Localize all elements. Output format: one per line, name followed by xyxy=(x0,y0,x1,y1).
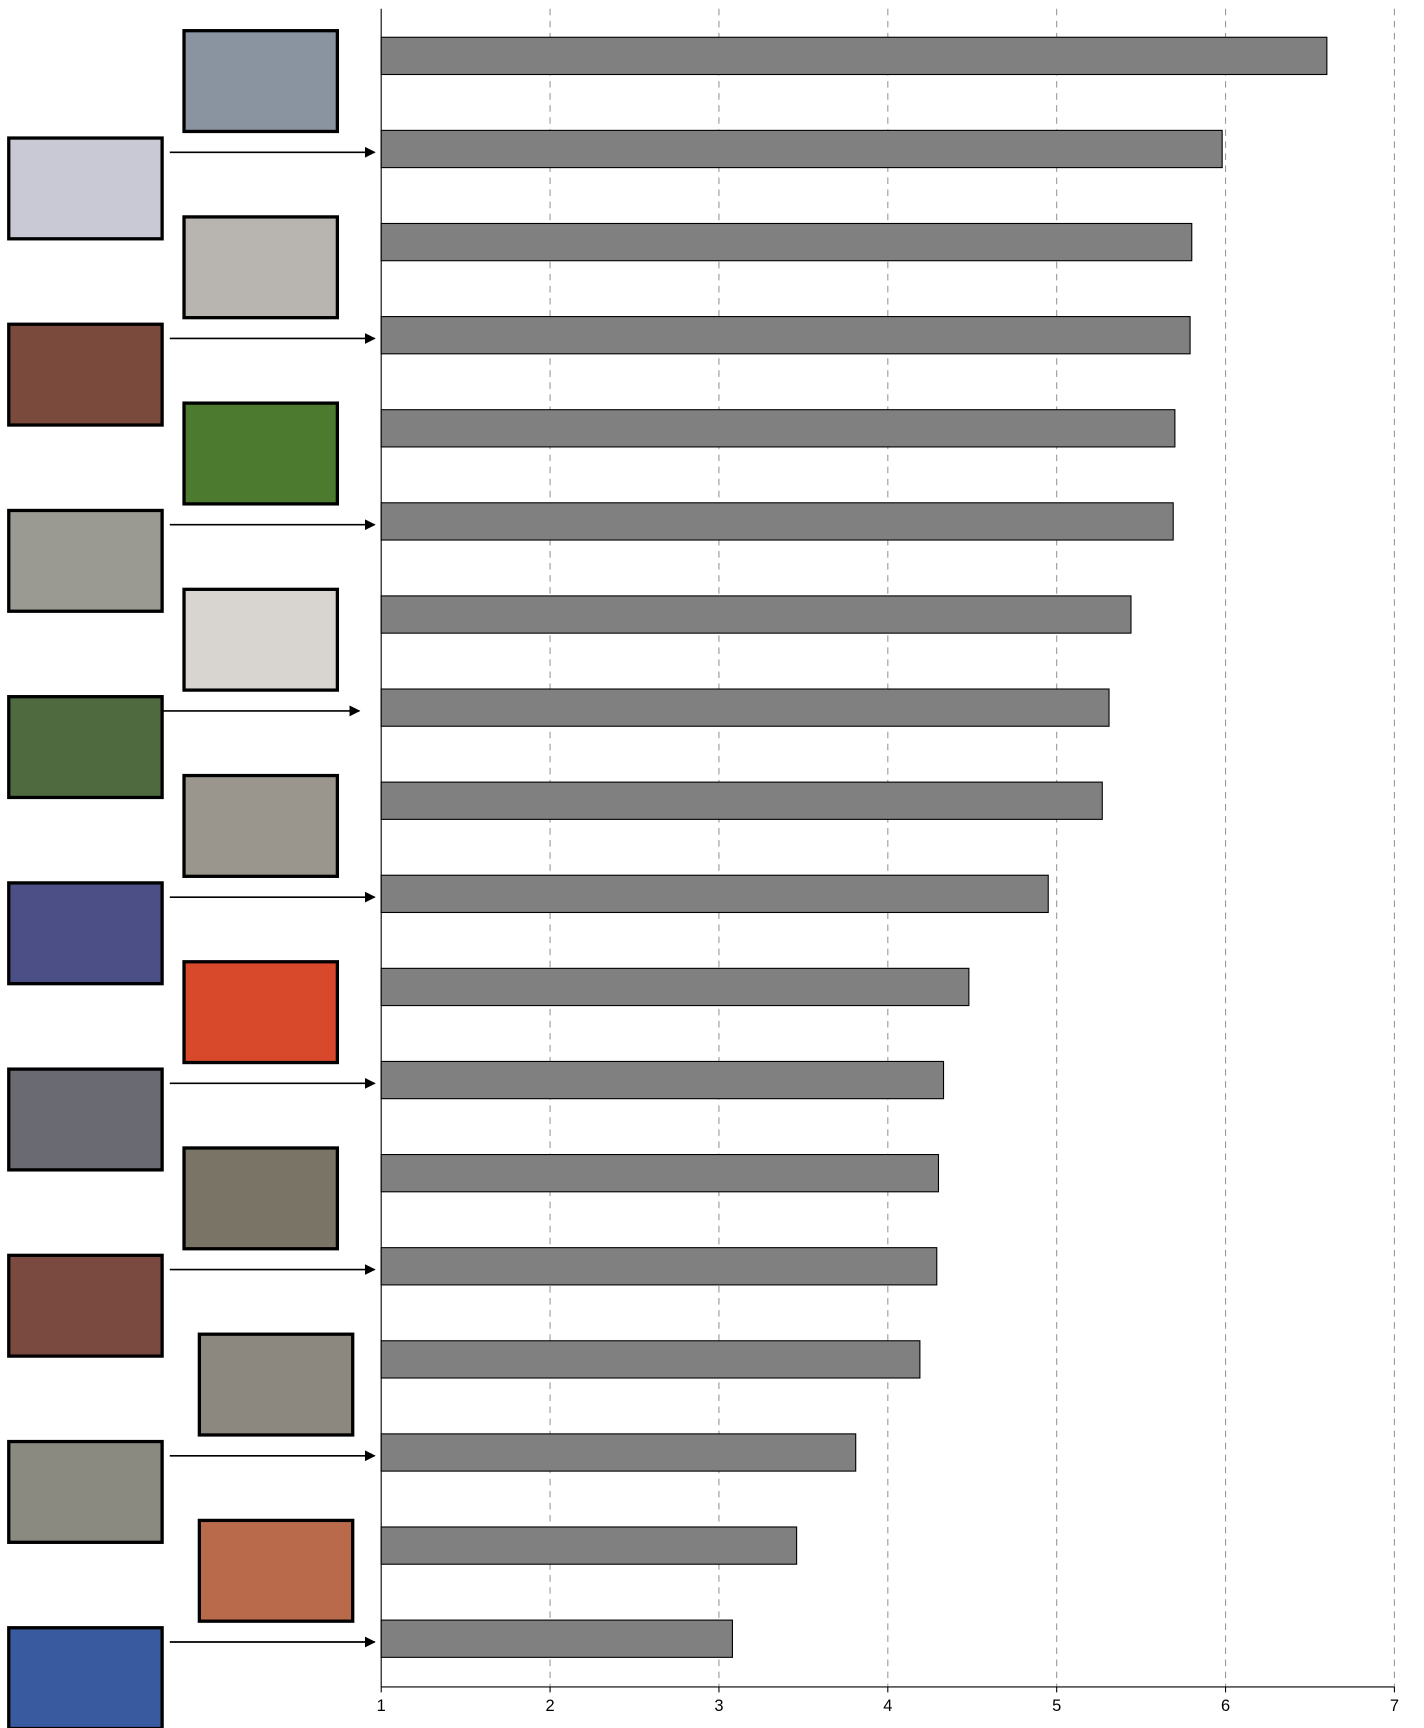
photo xyxy=(7,1626,164,1728)
photo xyxy=(7,881,164,986)
photo xyxy=(7,695,164,800)
photo xyxy=(7,136,164,241)
photo xyxy=(197,1332,355,1437)
bar xyxy=(380,1340,921,1379)
bar xyxy=(380,1526,798,1565)
photo xyxy=(7,322,164,427)
photo xyxy=(7,1253,164,1358)
bar xyxy=(380,1433,857,1472)
x-tick-label: 1 xyxy=(377,1697,386,1715)
bar xyxy=(380,1060,945,1100)
photo xyxy=(7,1067,164,1172)
bar xyxy=(380,129,1223,169)
bar xyxy=(380,316,1191,355)
x-tick-label: 4 xyxy=(883,1697,892,1715)
bar xyxy=(380,222,1193,262)
photo xyxy=(7,508,164,613)
x-tick-label: 3 xyxy=(714,1697,723,1715)
x-tick-label: 5 xyxy=(1052,1697,1061,1715)
photo xyxy=(182,960,340,1065)
bar xyxy=(380,502,1174,541)
x-tick-label: 7 xyxy=(1390,1697,1399,1715)
photo xyxy=(182,773,340,878)
bar xyxy=(380,688,1110,727)
photo xyxy=(182,29,340,134)
photo xyxy=(7,1439,164,1544)
bar xyxy=(380,874,1049,914)
bar xyxy=(380,1619,733,1658)
bar xyxy=(380,1154,940,1193)
x-tick-label: 2 xyxy=(545,1697,554,1715)
photo xyxy=(197,1518,355,1623)
photo xyxy=(182,1146,340,1251)
photo xyxy=(182,401,340,506)
bar xyxy=(380,36,1328,76)
bar xyxy=(380,1247,938,1286)
photo xyxy=(182,215,340,320)
x-tick-label: 6 xyxy=(1221,1697,1230,1715)
bar xyxy=(380,595,1132,634)
bar xyxy=(380,781,1103,820)
bar xyxy=(380,409,1176,448)
bar xyxy=(380,967,970,1007)
photo xyxy=(182,587,340,692)
